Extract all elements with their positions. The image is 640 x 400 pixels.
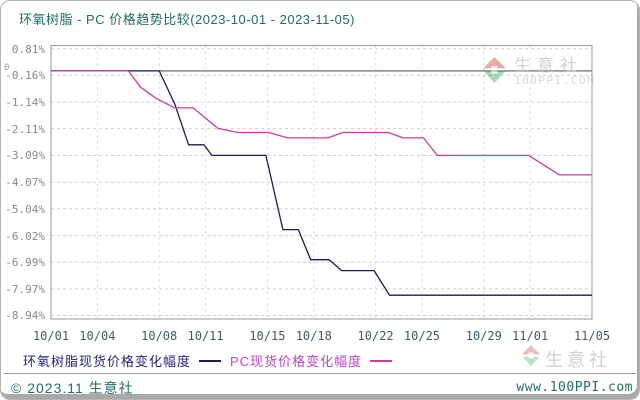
x-tick-label: 10/11: [187, 329, 224, 343]
footer-url: www.100PPI.com: [516, 380, 633, 395]
y-tick-label: -6.02%: [5, 229, 45, 243]
brand-watermark: 生意社 100PPI.COM: [482, 57, 595, 89]
x-tick-label: 10/08: [141, 329, 178, 343]
plot-border: [50, 45, 593, 320]
x-tick-label: 10/15: [249, 329, 286, 343]
watermark-brand-text: 生意社: [514, 56, 583, 75]
x-tick-label: 10/18: [295, 329, 332, 343]
x-tick-label: 10/29: [465, 329, 502, 343]
legend-label-epoxy: 环氧树脂现货价格变化幅度: [23, 354, 192, 369]
x-tick-label: 11/01: [512, 329, 549, 343]
legend-item-pc: PC现货价格变化幅度: [230, 351, 393, 370]
legend-line-swatch-epoxy: [199, 359, 222, 362]
legend-line-swatch-pc: [370, 359, 393, 362]
x-axis-labels: 10/01 10/04 10/08 10/11 10/15 10/18 10/22 10/25…: [1, 329, 639, 345]
y-tick-label: -8.94%: [5, 309, 45, 323]
x-tick-label: 11/05: [573, 329, 611, 343]
series-line-epoxy: [51, 70, 592, 296]
y-tick-label: -1.14%: [5, 96, 45, 110]
chart-legend: 环氧树脂现货价格变化幅度 PC现货价格变化幅度: [23, 351, 393, 370]
zero-axis-label: 0: [4, 63, 10, 73]
footer-watermark-brand-text: 生意社: [545, 349, 611, 370]
y-tick-label: -7.97%: [5, 282, 45, 296]
y-tick-label: -2.11%: [5, 122, 45, 136]
footer-brand-watermark: 生意社: [521, 345, 611, 372]
y-tick-label: -5.04%: [5, 202, 45, 216]
page-title: 环氧树脂 - PC 价格趋势比较(2023-10-01 - 2023-11-05…: [19, 12, 355, 27]
footer-copyright: © 2023.11 生意社: [11, 380, 134, 396]
x-tick-label: 10/22: [357, 329, 394, 343]
y-tick-label: -4.07%: [5, 176, 45, 190]
legend-item-epoxy: 环氧树脂现货价格变化幅度: [23, 351, 222, 370]
x-tick-label: 10/01: [32, 329, 70, 343]
footer-divider: [4, 373, 636, 374]
y-tick-label: -6.99%: [5, 256, 45, 270]
y-tick-label: 0.81%: [11, 42, 45, 56]
y-axis-labels: 0.81% -0.16% -1.14% -2.11% -3.09% -4.07% -5.04…: [1, 1, 47, 341]
x-tick-label: 10/25: [403, 329, 441, 343]
watermark-site-text: 100PPI.COM: [514, 74, 596, 87]
legend-label-pc: PC现货价格变化幅度: [230, 354, 363, 369]
brand-logo-icon: [482, 57, 507, 89]
y-tick-label: -3.09%: [5, 149, 45, 163]
series-line-pc: [51, 70, 592, 176]
x-tick-label: 10/04: [79, 329, 116, 343]
y-tick-label: -0.16%: [5, 69, 45, 83]
footer-brand-logo-icon: [521, 345, 541, 372]
